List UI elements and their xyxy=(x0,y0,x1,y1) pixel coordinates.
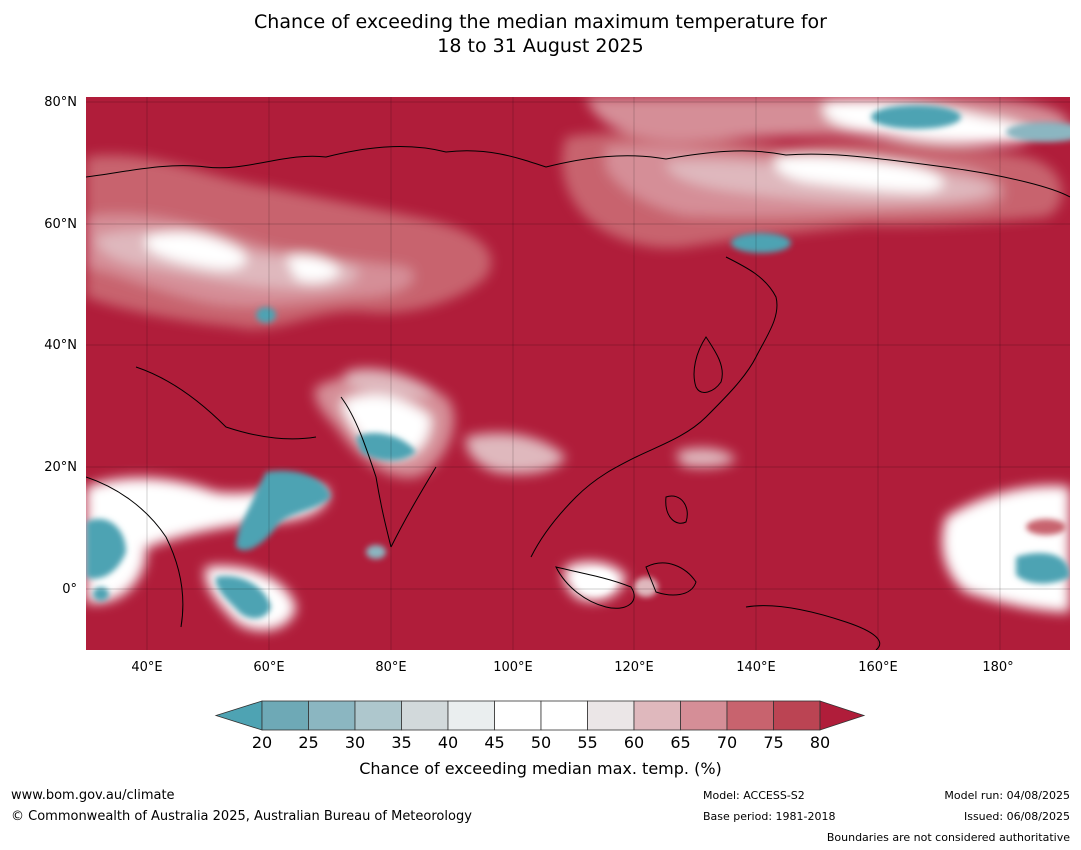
lat-label-80n: 80°N xyxy=(44,95,77,110)
colorbar-segment xyxy=(447,700,495,731)
lon-label-140e: 140°E xyxy=(736,660,776,675)
colorbar-tick-label: 50 xyxy=(530,733,552,752)
chart-title-line-2: 18 to 31 August 2025 xyxy=(437,35,644,57)
colorbar-segment xyxy=(308,700,356,731)
cool-regions-south-asia xyxy=(356,432,416,559)
graticule xyxy=(86,97,1070,650)
colorbar-segment xyxy=(587,700,635,731)
colorbar-tick-label: 20 xyxy=(251,733,273,752)
footer-issued: Issued: 06/08/2025 xyxy=(963,810,1070,823)
colorbar-tick-label: 80 xyxy=(809,733,831,752)
colorbar-segment xyxy=(401,700,449,731)
colorbar-tick-label: 30 xyxy=(344,733,366,752)
colorbar-tick-label: 25 xyxy=(298,733,319,752)
colorbar-tick-label: 45 xyxy=(484,733,505,752)
colorbar-tick-label: 40 xyxy=(437,733,459,752)
lon-label-60e: 60°E xyxy=(253,660,285,675)
colorbar xyxy=(214,700,866,731)
colorbar-segment xyxy=(494,700,542,731)
cool-regions-west xyxy=(86,470,331,619)
footer-model: Model: ACCESS-S2 xyxy=(703,789,805,802)
warm-regions-south-asia xyxy=(314,368,736,601)
coastlines xyxy=(86,146,1070,650)
colorbar-segment xyxy=(680,700,728,731)
forecast-map xyxy=(86,97,1070,650)
colorbar-tick-label: 55 xyxy=(577,733,598,752)
cool-regions-north xyxy=(256,105,1070,323)
colorbar-tick-label: 70 xyxy=(716,733,738,752)
colorbar-tick-label: 35 xyxy=(391,733,412,752)
colorbar-extend-high xyxy=(819,700,866,731)
footer-model-run: Model run: 04/08/2025 xyxy=(944,789,1070,802)
lon-label-80e: 80°E xyxy=(375,660,407,675)
cool-regions-pacific xyxy=(1016,519,1070,584)
colorbar-extend-low xyxy=(214,700,263,731)
lat-label-20n: 20°N xyxy=(44,460,77,475)
warm-regions-north xyxy=(86,97,1070,330)
colorbar-segment xyxy=(354,700,402,731)
lat-label-60n: 60°N xyxy=(44,217,77,232)
colorbar-segment xyxy=(633,700,681,731)
footer-disclaimer: Boundaries are not considered authoritat… xyxy=(826,831,1070,844)
chart-title-line-1: Chance of exceeding the median maximum t… xyxy=(254,11,827,33)
colorbar-tick-label: 75 xyxy=(763,733,784,752)
colorbar-tick-label: 60 xyxy=(623,733,645,752)
footer-website: www.bom.gov.au/climate xyxy=(11,788,175,803)
lat-label-0: 0° xyxy=(62,582,77,597)
colorbar-label: Chance of exceeding median max. temp. (%… xyxy=(359,759,722,778)
colorbar-segment xyxy=(540,700,588,731)
lon-label-120e: 120°E xyxy=(614,660,654,675)
lon-label-180: 180° xyxy=(982,660,1014,675)
colorbar-segment xyxy=(773,700,821,731)
footer-copyright: © Commonwealth of Australia 2025, Austra… xyxy=(11,809,472,824)
warm-regions-maritime xyxy=(578,570,658,597)
lon-label-100e: 100°E xyxy=(493,660,533,675)
lat-label-40n: 40°N xyxy=(44,338,77,353)
colorbar-tick-label: 65 xyxy=(670,733,691,752)
colorbar-segment xyxy=(726,700,774,731)
lon-label-40e: 40°E xyxy=(131,660,163,675)
colorbar-segment xyxy=(261,700,309,731)
map-svg xyxy=(86,97,1070,650)
lon-label-160e: 160°E xyxy=(858,660,898,675)
footer-base-period: Base period: 1981-2018 xyxy=(703,810,836,823)
